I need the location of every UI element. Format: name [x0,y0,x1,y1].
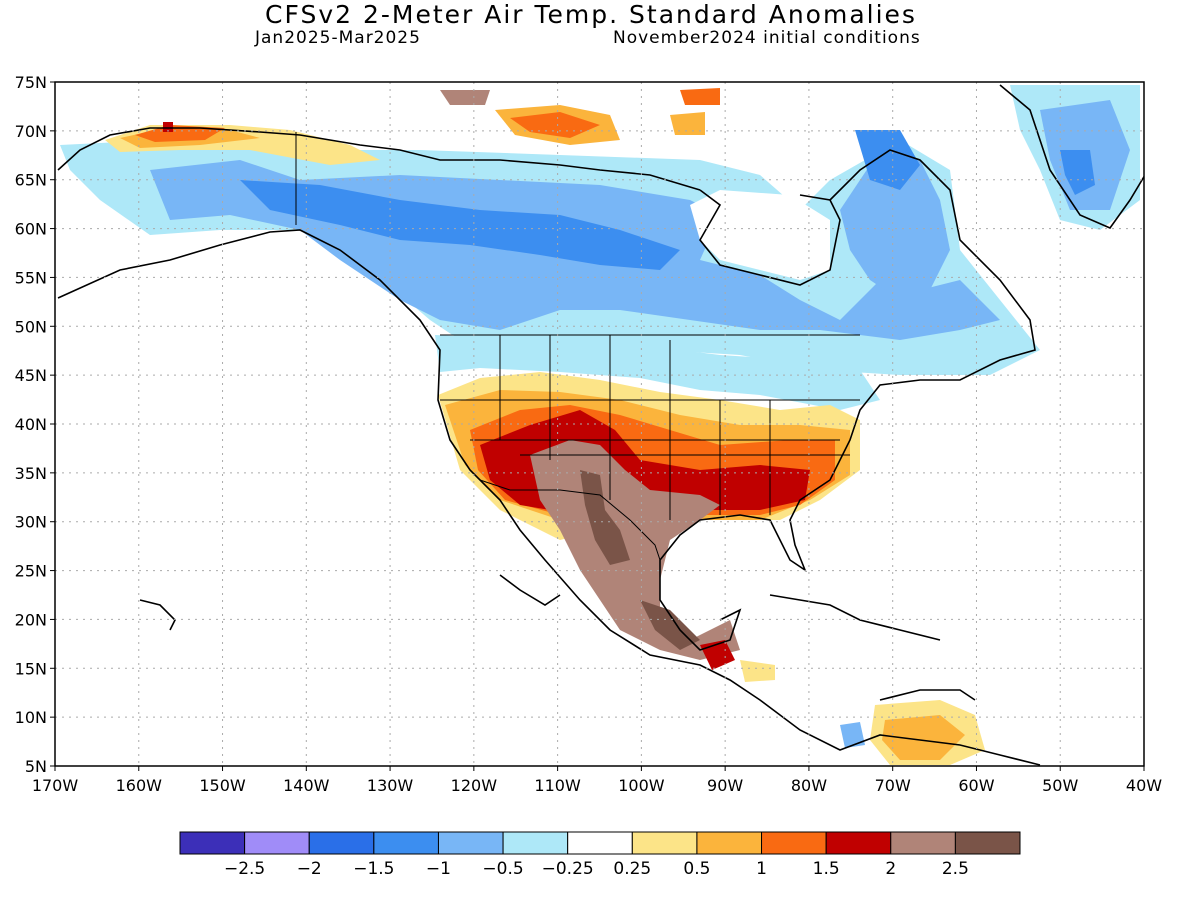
colorbar-label: 0.25 [613,859,651,879]
anomaly-region [1060,150,1095,195]
shading-layer [60,85,1140,765]
coastline [57,127,701,191]
colorbar-swatch [761,831,827,855]
colorbar-label: −2 [297,859,322,879]
lat-tick-label: 45N [15,366,47,385]
colorbar-label: −1 [426,859,451,879]
colorbar-label: −2.5 [224,859,265,879]
anomaly-region [435,335,880,410]
anomaly-region [840,150,950,300]
lat-tick-label: 30N [15,513,47,532]
lat-tick-label: 25N [15,562,47,581]
forecast-period: Jan2025-Mar2025 [255,28,421,48]
colorbar-swatch [179,831,246,855]
graticule [55,82,1144,766]
colorbar-label: −0.5 [482,859,523,879]
colorbar-label: 2 [885,859,896,879]
anomaly-region [882,715,965,760]
colorbar-swatch [696,831,763,855]
anomaly-region [530,440,740,660]
lon-tick-label: 110W [534,776,581,795]
colorbar-swatch [502,831,569,855]
lat-tick-label: 55N [15,268,47,287]
lat-tick-label: 40N [15,415,47,434]
colorbar-swatch [890,831,956,855]
lat-tick-label: 60N [15,220,47,239]
coastline [659,149,1036,651]
colorbar-label: 1 [756,859,767,879]
border [479,479,661,561]
lat-tick-label: 20N [15,610,47,629]
anomaly-region [240,180,680,270]
lon-tick-label: 60W [958,776,994,795]
anomaly-region [640,600,700,650]
lon-tick-label: 130W [367,776,414,795]
lat-tick-label: 70N [15,122,47,141]
colorbar [179,831,1021,855]
lon-tick-label: 120W [451,776,498,795]
colorbar-swatch [954,831,1021,855]
anomaly-region [740,660,775,682]
lat-tick-label: 10N [15,708,47,727]
state-borders [295,132,860,561]
map-title: CFSv2 2-Meter Air Temp. Standard Anomali… [265,0,917,29]
lat-tick-label: 5N [25,757,47,776]
lat-tick-label: 50N [15,317,47,336]
lat-tick-label: 65N [15,171,47,190]
coastline [499,574,561,606]
lon-tick-label: 150W [199,776,246,795]
lon-tick-label: 50W [1042,776,1078,795]
lon-tick-label: 90W [707,776,743,795]
lon-tick-label: 140W [283,776,330,795]
lon-tick-label: 70W [875,776,911,795]
colorbar-label: 0.5 [683,859,710,879]
anomaly-region [135,125,225,142]
lon-tick-label: 40W [1126,776,1162,795]
lat-tick-label: 15N [15,659,47,678]
lon-tick-label: 160W [116,776,163,795]
colorbar-swatch [308,831,375,855]
colorbar-swatch [373,831,439,855]
lat-tick-label: 75N [15,73,47,92]
coastline [699,189,841,286]
coastline [999,84,1144,229]
colorbar-label: 2.5 [942,859,969,879]
colorbar-label: −1.5 [353,859,394,879]
colorbar-swatch [244,831,310,855]
coastline [879,689,976,701]
lon-tick-label: 170W [32,776,79,795]
lon-tick-label: 100W [618,776,665,795]
lat-tick-label: 35N [15,464,47,483]
anomaly-region [855,130,920,190]
colorbar-label: −0.25 [542,859,594,879]
anomaly-region [840,722,865,748]
anomaly-region [670,112,705,135]
coastlines [57,84,1144,766]
coastline [769,594,941,641]
colorbar-swatch [437,831,504,855]
colorbar-swatch [567,831,633,855]
anomaly-region [680,88,720,105]
lon-tick-label: 80W [791,776,827,795]
initial-conditions: November2024 initial conditions [613,28,921,48]
coastline [139,599,176,631]
colorbar-swatch [825,831,892,855]
colorbar-label: 1.5 [813,859,840,879]
anomaly-region [510,112,600,138]
coastline [57,229,1041,766]
colorbar-swatch [631,831,698,855]
anomaly-region [440,90,490,105]
anomaly-region [163,122,173,132]
